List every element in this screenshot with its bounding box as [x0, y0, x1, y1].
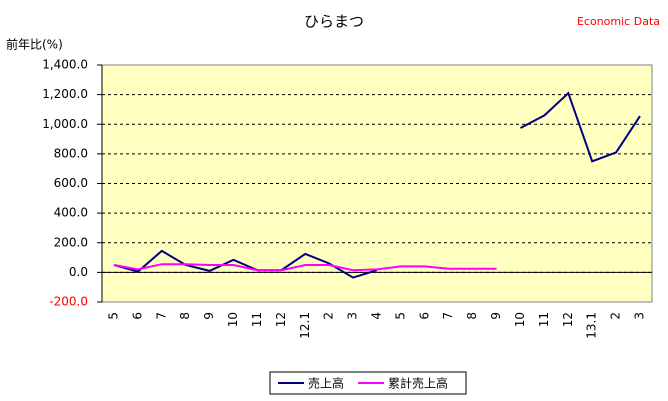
y-tick-label: 1,000.0	[42, 117, 88, 131]
legend-label: 売上高	[308, 376, 344, 391]
x-tick-label: 12.1	[298, 312, 312, 339]
x-tick-label: 7	[154, 312, 168, 320]
x-tick-label: 2	[609, 312, 623, 320]
x-tick-label: 9	[202, 312, 216, 320]
legend-label: 累計売上高	[388, 376, 448, 391]
x-tick-label: 8	[178, 312, 192, 320]
series-line	[113, 263, 497, 272]
x-tick-label: 3	[346, 312, 360, 320]
x-tick-label: 12	[274, 312, 288, 327]
x-tick-label: 5	[106, 312, 120, 320]
x-tick-label: 6	[417, 312, 431, 320]
y-tick-label: -200.0	[49, 295, 88, 309]
x-tick-label: 11	[537, 312, 551, 327]
y-tick-label: 200.0	[54, 235, 88, 249]
source-label: Economic Data	[577, 15, 660, 28]
y-tick-label: 800.0	[54, 146, 88, 160]
x-tick-label: 10	[513, 312, 527, 327]
x-tick-label: 12	[561, 312, 575, 327]
y-axis-label: 前年比(%)	[6, 37, 63, 52]
x-tick-label: 7	[441, 312, 455, 320]
x-tick-label: 13.1	[585, 312, 599, 339]
y-tick-label: 1,400.0	[42, 58, 88, 72]
y-tick-label: 0.0	[69, 265, 88, 279]
x-tick-label: 2	[322, 312, 336, 320]
x-tick-label: 6	[130, 312, 144, 320]
x-tick-label: 11	[250, 312, 264, 327]
x-tick-label: 10	[226, 312, 240, 327]
y-tick-label: 1,200.0	[42, 87, 88, 101]
x-tick-label: 4	[370, 312, 384, 320]
y-tick-label: 400.0	[54, 206, 88, 220]
x-tick-label: 5	[393, 312, 407, 320]
y-tick-label: 600.0	[54, 176, 88, 190]
x-tick-label: 9	[489, 312, 503, 320]
chart-title: ひらまつ	[304, 13, 364, 31]
legend: 売上高 累計売上高	[269, 371, 467, 395]
x-tick-label: 8	[465, 312, 479, 320]
x-tick-label: 3	[633, 312, 647, 320]
plot-area	[101, 64, 653, 303]
